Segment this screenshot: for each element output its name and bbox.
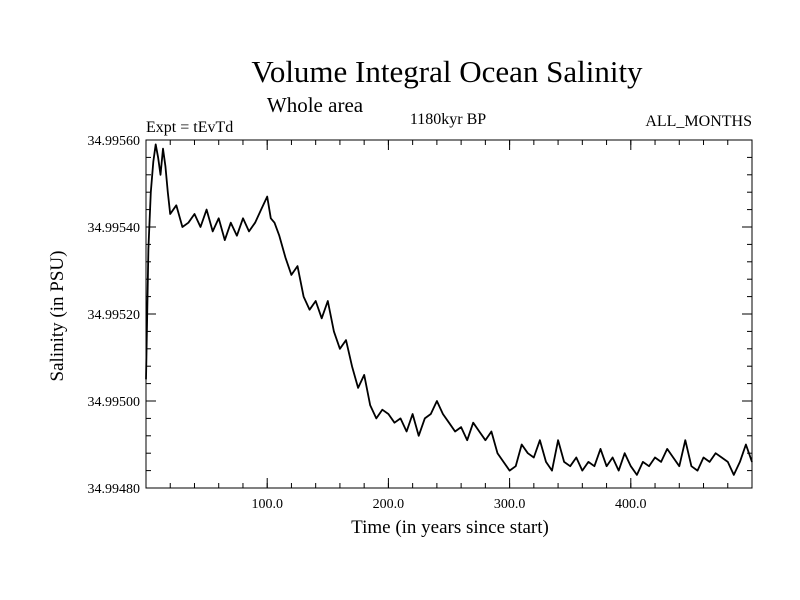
- x-tick-label: 300.0: [494, 497, 526, 512]
- series-group: [145, 143, 753, 476]
- y-tick-label: 34.99500: [88, 395, 141, 410]
- chart-title: Volume Integral Ocean Salinity: [251, 54, 643, 89]
- plot-frame: [145, 139, 753, 489]
- y-tick-label: 34.99560: [88, 134, 141, 149]
- chart-subtitle: Whole area: [267, 93, 364, 117]
- period-label: 1180kyr BP: [410, 111, 486, 128]
- x-tick-label: 100.0: [251, 497, 283, 512]
- experiment-label: Expt = tEvTd: [146, 119, 233, 136]
- months-label: ALL_MONTHS: [645, 113, 752, 130]
- x-tick-label: 200.0: [373, 497, 405, 512]
- x-tick-label: 400.0: [615, 497, 647, 512]
- series-line-salinity: [145, 143, 753, 476]
- y-axis-label: Salinity (in PSU): [47, 251, 68, 382]
- y-tick-label: 34.99480: [88, 482, 141, 497]
- y-tick-label: 34.99540: [88, 221, 141, 236]
- y-tick-label: 34.99520: [88, 308, 141, 323]
- axes: 100.0 200.0 300.0 400.0 34.99480 34.99500 34.9…: [88, 134, 753, 512]
- x-axis-label: Time (in years since start): [351, 517, 549, 538]
